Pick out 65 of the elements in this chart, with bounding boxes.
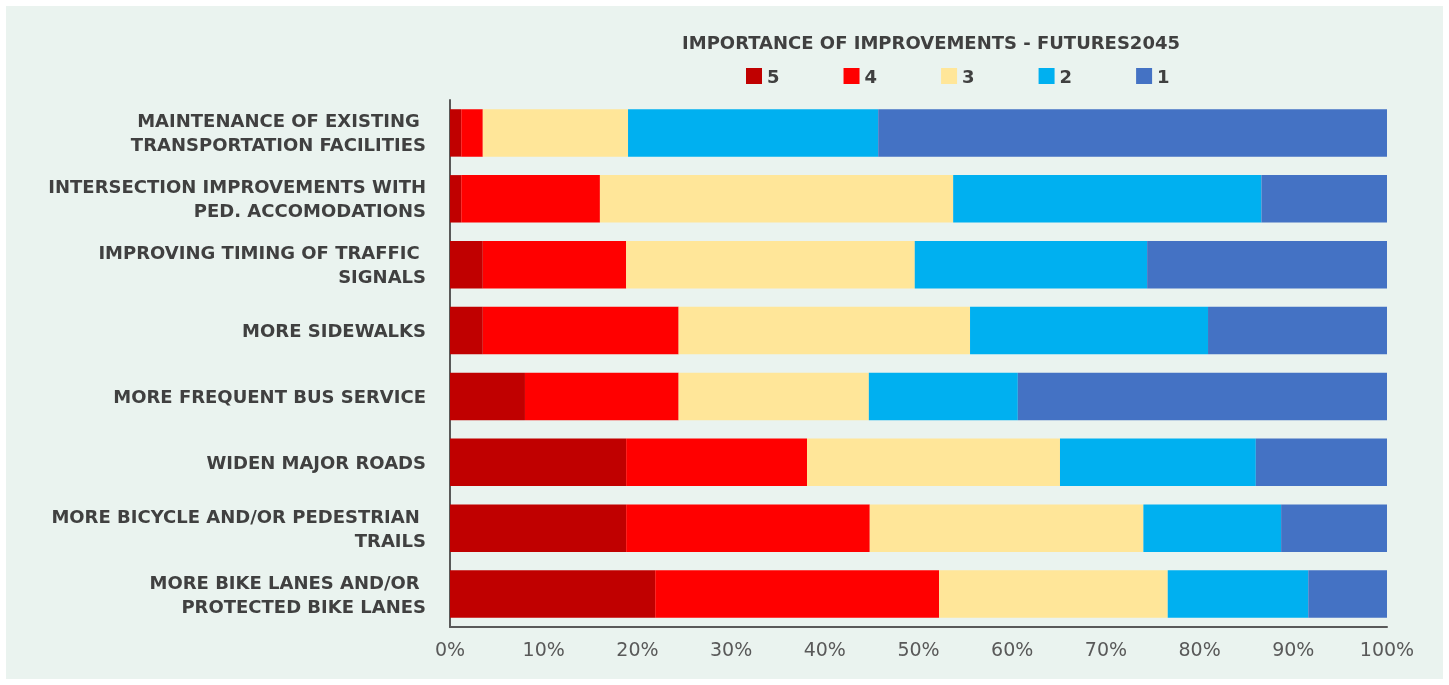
bar — [461, 175, 600, 223]
bar — [450, 240, 483, 289]
legend-label: 1 — [1157, 65, 1170, 87]
legend-label: 3 — [962, 65, 975, 87]
y-tick-label: IMPROVING TIMING OF TRAFFIC SIGNALS — [98, 242, 426, 288]
bar — [953, 175, 1262, 223]
bar — [970, 306, 1209, 355]
bar — [678, 306, 971, 355]
bar — [655, 570, 940, 618]
bar — [914, 240, 1148, 289]
x-tick-label: 0% — [434, 637, 466, 660]
legend-label: 5 — [767, 65, 780, 87]
bar — [1059, 438, 1256, 487]
y-tick-label: MAINTENANCE OF EXISTING TRANSPORTATION FACILITIES — [130, 110, 426, 156]
bar — [450, 570, 656, 618]
y-tick-label: WIDEN MAJOR ROADS — [206, 451, 426, 473]
x-tick-label: 50% — [897, 637, 940, 660]
bar — [1255, 438, 1387, 487]
bar — [450, 372, 525, 421]
x-tick-label: 40% — [803, 637, 846, 660]
x-tick-label: 90% — [1272, 637, 1315, 660]
bar — [868, 372, 1018, 421]
bar — [939, 570, 1168, 618]
bar — [678, 372, 869, 421]
bar — [524, 372, 679, 421]
y-tick-label: INTERSECTION IMPROVEMENTS WITH PED. ACCOMODATIONS — [48, 176, 426, 222]
y-tick-label: MORE BIKE LANES AND/OR PROTECTED BIKE LANES — [149, 571, 426, 617]
bar — [450, 438, 627, 487]
y-tick-label: MORE BICYCLE AND/OR PEDESTRIAN TRAILS — [51, 505, 426, 551]
bar — [450, 175, 462, 223]
bar — [450, 504, 627, 552]
x-tick-label: 100% — [1359, 637, 1415, 660]
bar — [878, 109, 1387, 157]
bar — [1147, 240, 1387, 289]
y-tick-label: MORE FREQUENT BUS SERVICE — [113, 385, 426, 407]
bar — [869, 504, 1144, 552]
bar — [1281, 504, 1387, 552]
bar — [482, 109, 629, 157]
y-tick-label: MORE SIDEWALKS — [242, 320, 426, 342]
x-tick-label: 10% — [522, 637, 565, 660]
x-tick-label: 30% — [709, 637, 753, 660]
bar — [1143, 504, 1282, 552]
x-tick-label: 20% — [616, 637, 659, 660]
bar — [1261, 175, 1387, 223]
bar — [626, 438, 807, 487]
bar — [599, 175, 954, 223]
bar — [628, 109, 879, 157]
bar — [482, 306, 679, 355]
bar — [450, 109, 462, 157]
bar — [807, 438, 1060, 487]
x-tick-label: 70% — [1084, 637, 1128, 660]
bar — [1208, 306, 1387, 355]
bar — [450, 306, 483, 355]
bar — [1017, 372, 1387, 421]
x-tick-label: 60% — [991, 637, 1034, 660]
bar — [1167, 570, 1309, 618]
bar — [626, 504, 870, 552]
x-tick-label: 80% — [1178, 637, 1221, 660]
bar — [482, 240, 627, 289]
chart-title: IMPORTANCE OF IMPROVEMENTS - FUTURES2045 — [682, 31, 1180, 53]
legend-label: 4 — [864, 65, 878, 87]
legend-label: 2 — [1059, 65, 1073, 87]
bar — [461, 109, 483, 157]
bar — [626, 240, 915, 289]
bar — [1308, 570, 1387, 618]
